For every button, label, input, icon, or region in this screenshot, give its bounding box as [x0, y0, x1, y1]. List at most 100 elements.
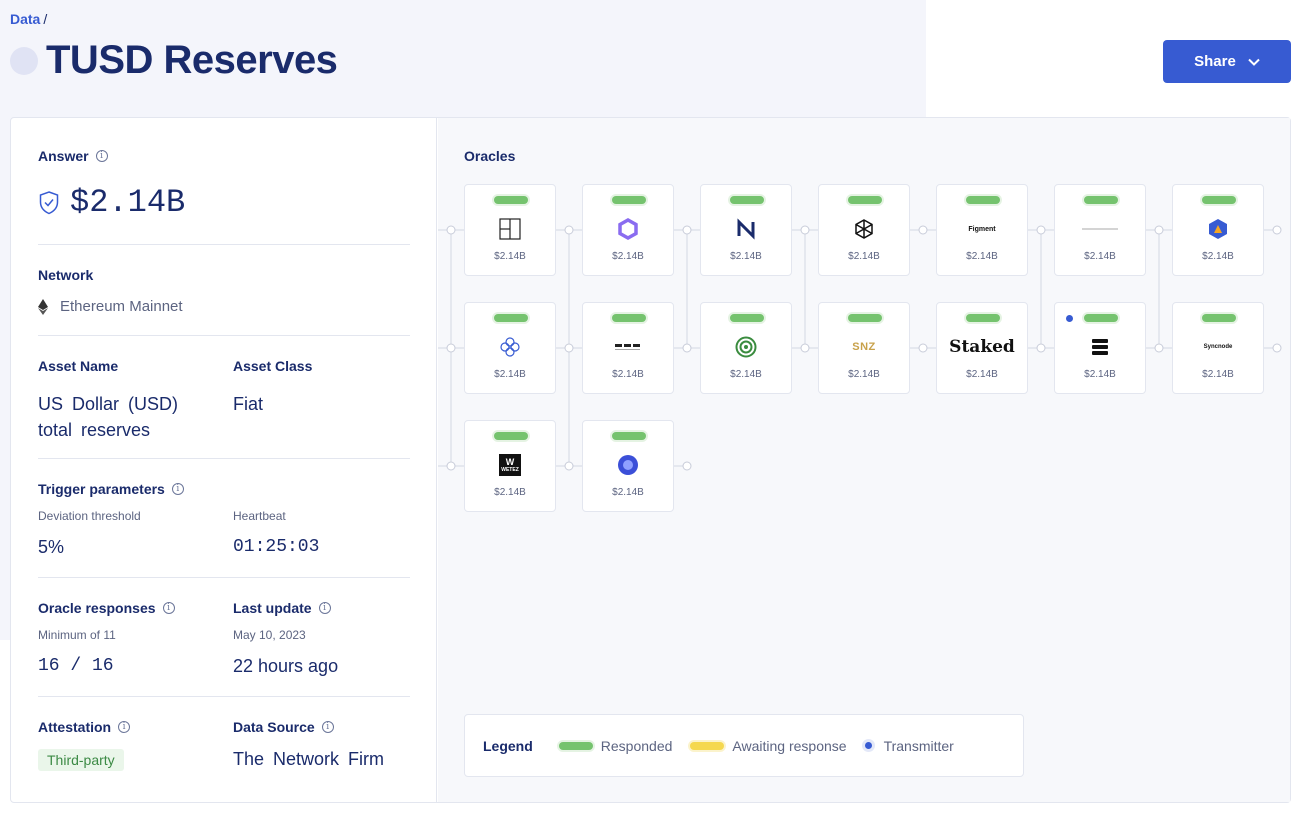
divider [38, 335, 410, 336]
status-indicator [1202, 314, 1236, 322]
attestation-label: Attestation [38, 719, 112, 735]
info-icon[interactable]: i [95, 150, 108, 162]
status-indicator [966, 314, 1000, 322]
status-indicator [848, 196, 882, 204]
oracle-responses-value: 16 / 16 [38, 656, 114, 676]
trigger-label: Trigger parameters [38, 481, 165, 497]
oracle-node-card[interactable]: $2.14B [582, 184, 674, 276]
status-indicator [730, 314, 764, 322]
connector-node [918, 343, 928, 353]
oracles-title: Oracles [464, 148, 516, 164]
figment-logo: Figment [968, 225, 996, 233]
breadcrumb: Data / [10, 11, 47, 27]
breadcrumb-separator: / [43, 11, 48, 27]
oracle-node-card[interactable]: Figment $2.14B [936, 184, 1028, 276]
info-icon[interactable]: i [118, 721, 131, 733]
transmitter-dot [1066, 315, 1073, 322]
breadcrumb-data-link[interactable]: Data [10, 11, 41, 27]
deviation-label: Deviation threshold [38, 509, 141, 523]
syncnode-logo: Syncnode [1203, 344, 1233, 350]
oracle-node-card[interactable]: $2.14B [464, 184, 556, 276]
wetez-logo: W WETEZ [465, 452, 555, 478]
oracles-column: Oracles $2.14B $2.14B $2.14B $2.14B Figment $… [438, 118, 1290, 802]
legend-awaiting: Awaiting response [732, 737, 847, 754]
oracle-node-card[interactable]: $2.14B [818, 184, 910, 276]
oracle-node-card[interactable]: $2.14B [582, 302, 674, 394]
oracle-answer: $2.14B [1202, 251, 1234, 262]
page-header: TUSD Reserves [10, 38, 338, 83]
oracle-node-card[interactable]: $2.14B [1054, 302, 1146, 394]
oracle-answer: $2.14B [966, 251, 998, 262]
attestation-badge: Third-party [38, 749, 124, 771]
page-title: TUSD Reserves [46, 38, 338, 82]
attestation-section: Attestation i Third-party [38, 719, 410, 771]
oracle-answer: $2.14B [848, 369, 880, 380]
geometric-hexagon-logo-icon [819, 216, 909, 242]
connector-node [1272, 225, 1282, 235]
divider [38, 696, 410, 697]
connector-node [1154, 225, 1164, 235]
trigger-section: Trigger parameters i Deviation threshold … [38, 481, 410, 558]
divider [38, 244, 410, 245]
network-value: Ethereum Mainnet [60, 298, 183, 315]
heartbeat-value: 01:25:03 [233, 537, 320, 557]
flower-logo-icon [465, 334, 555, 360]
legend-title: Legend [483, 737, 533, 754]
oracle-answer: $2.14B [494, 487, 526, 498]
heartbeat-section: Heartbeat 01:25:03 [233, 481, 413, 557]
heartbeat-label: Heartbeat [233, 509, 286, 523]
oracle-node-card[interactable]: $2.14B [700, 184, 792, 276]
info-icon[interactable]: i [171, 483, 184, 495]
asset-name-value: US Dollar (USD) total reserves [38, 394, 179, 440]
blue-hexagon-logo-icon [1173, 216, 1263, 242]
connector-node [1036, 343, 1046, 353]
oracle-node-card[interactable]: W WETEZ $2.14B [464, 420, 556, 512]
staked-logo: Staked [949, 337, 1015, 357]
info-icon[interactable]: i [318, 602, 331, 614]
oracle-answer: $2.14B [1202, 369, 1234, 380]
oracle-answer: $2.14B [612, 369, 644, 380]
status-indicator [1084, 314, 1118, 322]
connector-node [564, 225, 574, 235]
responded-indicator [558, 741, 593, 750]
oracle-node-card[interactable]: SNZ $2.14B [818, 302, 910, 394]
last-update-section: Last update i May 10, 2023 22 hours ago [233, 600, 413, 677]
data-source-value: The Network Firm [233, 749, 385, 769]
oracle-node-card[interactable]: $2.14B [582, 420, 674, 512]
answer-value: $2.14B [70, 184, 186, 221]
info-icon[interactable]: i [321, 721, 334, 733]
connector-node [800, 343, 810, 353]
oracle-node-card[interactable]: $2.14B [1172, 184, 1264, 276]
ethereum-icon [38, 298, 48, 315]
share-button[interactable]: Share [1163, 40, 1291, 83]
oracle-node-card[interactable]: $2.14B [700, 302, 792, 394]
oracle-node-card[interactable]: $2.14B [1054, 184, 1146, 276]
connector-node [564, 343, 574, 353]
transmitter-indicator [864, 742, 872, 749]
oracle-answer: $2.14B [848, 251, 880, 262]
status-indicator [848, 314, 882, 322]
status-indicator [494, 432, 528, 440]
last-update-label: Last update [233, 600, 312, 616]
status-indicator [612, 196, 646, 204]
oracle-answer: $2.14B [494, 369, 526, 380]
oracle-node-card[interactable]: $2.14B [464, 302, 556, 394]
connector-node [1036, 225, 1046, 235]
legend-transmitter: Transmitter [883, 737, 954, 754]
connector-node [446, 225, 456, 235]
connector-node [1272, 343, 1282, 353]
network-section: Network Ethereum Mainnet [38, 267, 410, 315]
chevron-down-icon [1248, 58, 1260, 66]
oracle-node-card[interactable]: Syncnode $2.14B [1172, 302, 1264, 394]
deviation-value: 5% [38, 537, 65, 557]
info-icon[interactable]: i [162, 602, 175, 614]
awaiting-indicator [690, 741, 725, 750]
oracle-node-card[interactable]: Staked $2.14B [936, 302, 1028, 394]
status-indicator [612, 432, 646, 440]
stack-logo-icon [1055, 334, 1145, 360]
connector-node [682, 343, 692, 353]
oracle-responses-label: Oracle responses [38, 600, 156, 616]
minimum-label: Minimum of 11 [38, 628, 116, 642]
legend-responded: Responded [600, 737, 673, 754]
answer-label: Answer [38, 148, 89, 164]
